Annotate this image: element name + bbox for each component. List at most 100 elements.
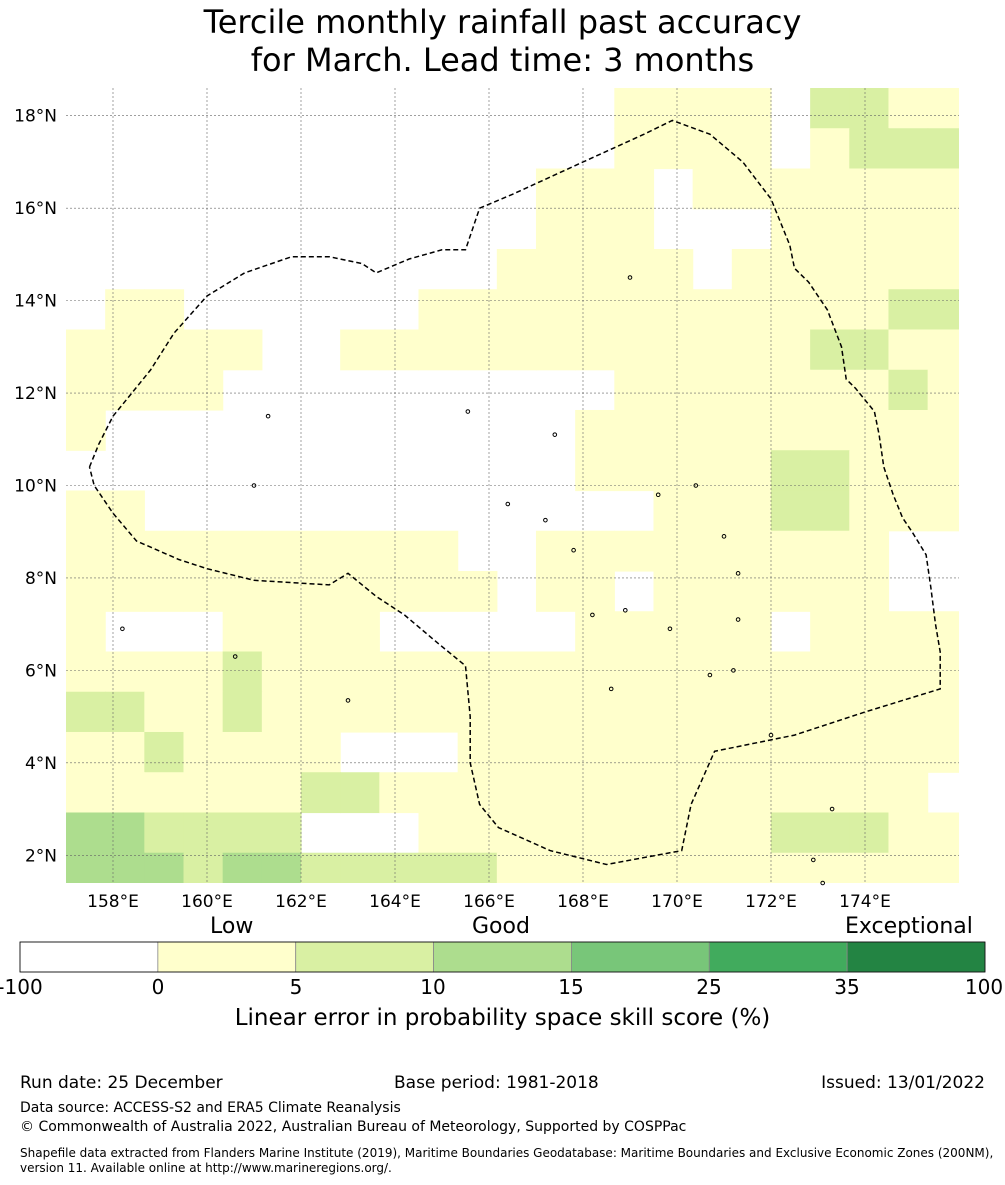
skill-cell bbox=[340, 772, 380, 814]
island-outline bbox=[571, 547, 576, 553]
skill-cell bbox=[849, 530, 890, 572]
skill-cell bbox=[261, 731, 302, 773]
colorbar-tick: -100 bbox=[0, 975, 43, 999]
skill-cell bbox=[849, 651, 890, 693]
island-outline bbox=[543, 517, 548, 523]
skill-cell bbox=[66, 329, 106, 371]
skill-cell bbox=[261, 772, 302, 814]
lon-tick-label: 158°E bbox=[87, 892, 139, 912]
skill-cell bbox=[66, 611, 106, 653]
colorbar-swatch bbox=[19, 941, 159, 973]
skill-cell bbox=[496, 691, 537, 733]
skill-cell bbox=[496, 248, 537, 290]
lon-tick-label: 164°E bbox=[369, 892, 421, 912]
skill-cell bbox=[731, 128, 772, 170]
skill-cell bbox=[457, 731, 498, 773]
colorbar-tick: 100 bbox=[964, 975, 1004, 999]
skill-cell bbox=[731, 248, 772, 290]
colorbar bbox=[19, 941, 986, 973]
skill-cell bbox=[66, 691, 106, 733]
skill-cell bbox=[849, 329, 890, 371]
skill-cell bbox=[105, 731, 145, 773]
skill-cell bbox=[575, 409, 615, 451]
skill-cell bbox=[810, 168, 850, 210]
skill-cell bbox=[692, 530, 733, 572]
skill-cell bbox=[927, 128, 959, 170]
skill-cell bbox=[614, 208, 655, 250]
skill-cell bbox=[927, 812, 959, 854]
skill-cell bbox=[261, 530, 302, 572]
skill-cell bbox=[496, 772, 537, 814]
lat-tick-label: 4°N bbox=[25, 754, 57, 774]
skill-cell bbox=[144, 812, 185, 854]
skill-cell bbox=[731, 329, 772, 371]
skill-cell bbox=[849, 570, 890, 612]
skill-cell bbox=[849, 168, 890, 210]
skill-cell bbox=[731, 852, 772, 883]
lat-tick-label: 16°N bbox=[14, 199, 57, 219]
skill-cell bbox=[888, 490, 929, 532]
skill-cell bbox=[575, 329, 615, 371]
skill-cell bbox=[222, 772, 263, 814]
skill-cell bbox=[261, 852, 302, 883]
skill-cell bbox=[535, 731, 576, 773]
island-outline bbox=[829, 806, 835, 812]
skill-cell bbox=[379, 852, 420, 883]
skill-cell bbox=[927, 248, 959, 290]
skill-cell bbox=[105, 369, 145, 411]
island-outline bbox=[120, 626, 125, 632]
colorbar-category-good: Good bbox=[472, 914, 530, 939]
skill-cell bbox=[849, 611, 890, 653]
skill-cell bbox=[261, 812, 302, 854]
skill-cell bbox=[810, 772, 850, 814]
skill-cell bbox=[496, 731, 537, 773]
skill-cell bbox=[770, 852, 811, 883]
skill-cell bbox=[105, 329, 145, 371]
skill-cell bbox=[183, 852, 224, 883]
skill-cell bbox=[810, 812, 850, 854]
skill-cell bbox=[144, 530, 185, 572]
skill-cell bbox=[770, 248, 811, 290]
skill-cell bbox=[222, 611, 263, 653]
skill-cell bbox=[810, 128, 850, 170]
island-outline bbox=[707, 672, 713, 678]
skill-cell bbox=[66, 852, 106, 883]
colorbar-category-exceptional: Exceptional bbox=[845, 914, 973, 939]
island-outline bbox=[731, 668, 736, 673]
skill-cell bbox=[183, 812, 224, 854]
skill-cell bbox=[535, 530, 576, 572]
skill-cell bbox=[183, 651, 224, 693]
skill-cell bbox=[222, 852, 263, 883]
lon-tick-label: 172°E bbox=[745, 892, 797, 912]
skill-cell bbox=[300, 530, 341, 572]
skill-cell bbox=[888, 289, 929, 331]
skill-cell bbox=[379, 691, 420, 733]
skill-cell bbox=[496, 329, 537, 371]
skill-cell bbox=[888, 450, 929, 492]
skill-cell bbox=[222, 329, 263, 371]
skill-cell bbox=[614, 812, 655, 854]
skill-cell bbox=[692, 168, 733, 210]
run-date: Run date: 25 December bbox=[20, 1073, 223, 1093]
skill-cell bbox=[731, 369, 772, 411]
skill-cell bbox=[927, 450, 959, 492]
skill-cell bbox=[692, 329, 733, 371]
skill-cell bbox=[300, 731, 341, 773]
skill-cell bbox=[770, 289, 811, 331]
skill-cell bbox=[144, 369, 185, 411]
skill-cell bbox=[810, 88, 850, 129]
skill-cell bbox=[692, 651, 733, 693]
skill-cell bbox=[927, 651, 959, 693]
skill-cell bbox=[66, 409, 106, 451]
skill-cell bbox=[770, 369, 811, 411]
skill-cell bbox=[692, 691, 733, 733]
skill-cell bbox=[810, 369, 850, 411]
skill-cell bbox=[105, 691, 145, 733]
colorbar-swatch bbox=[157, 941, 297, 973]
skill-cell bbox=[575, 570, 615, 612]
skill-cell bbox=[810, 852, 850, 883]
skill-cell bbox=[731, 168, 772, 210]
colorbar-tick: 25 bbox=[696, 975, 722, 999]
skill-cell bbox=[575, 852, 615, 883]
skill-cell bbox=[575, 168, 615, 210]
